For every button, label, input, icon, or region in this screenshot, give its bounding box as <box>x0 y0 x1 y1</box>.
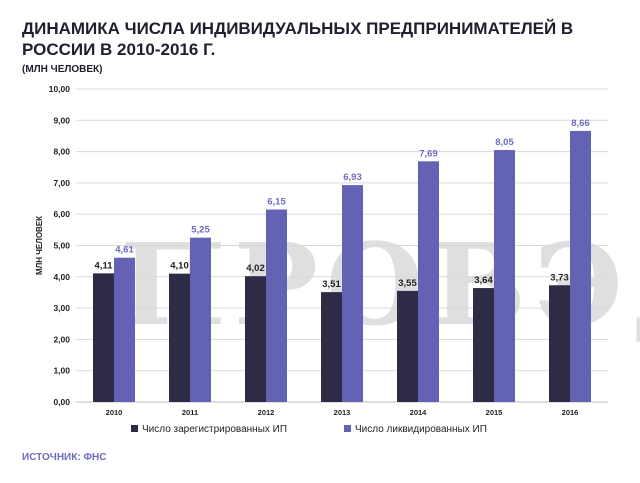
legend-label-registered: Число зарегистрированных ИП <box>142 424 287 435</box>
y-tick-label: 5,00 <box>53 241 70 251</box>
data-label-liquidated: 6,93 <box>343 172 362 183</box>
x-tick-label: 2011 <box>182 408 198 417</box>
bar-liquidated <box>342 185 363 402</box>
data-label-registered: 4,10 <box>170 261 189 272</box>
data-label-registered: 3,51 <box>322 279 341 290</box>
y-tick-label: 6,00 <box>53 209 70 219</box>
bar-registered <box>473 288 494 402</box>
legend-swatch-registered <box>131 425 138 432</box>
data-label-liquidated: 8,05 <box>495 137 514 148</box>
data-label-registered: 3,55 <box>398 278 417 289</box>
chart-title: ДИНАМИКА ЧИСЛА ИНДИВИДУАЛЬНЫХ ПРЕДПРИНИМ… <box>22 19 574 59</box>
y-tick-label: 0,00 <box>53 397 70 407</box>
bar-registered <box>549 285 570 402</box>
y-tick-label: 7,00 <box>53 178 70 188</box>
legend-swatch-liquidated <box>344 425 351 432</box>
y-tick-label: 2,00 <box>53 334 70 344</box>
x-tick-label: 2010 <box>106 408 123 417</box>
y-tick-label: 4,00 <box>53 272 70 282</box>
y-tick-label: 8,00 <box>53 147 70 157</box>
bar-registered <box>169 273 190 402</box>
x-tick-label: 2014 <box>410 408 428 417</box>
x-tick-label: 2016 <box>562 408 579 417</box>
bar-liquidated <box>418 161 439 402</box>
data-label-liquidated: 8,66 <box>571 118 590 129</box>
y-tick-label: 3,00 <box>53 303 70 313</box>
bar-liquidated <box>494 150 515 402</box>
data-label-liquidated: 5,25 <box>191 225 210 236</box>
bar-registered <box>397 290 418 402</box>
data-label-registered: 3,64 <box>474 275 493 286</box>
x-tick-label: 2012 <box>258 408 275 417</box>
bar-liquidated <box>266 209 287 402</box>
bar-liquidated <box>570 130 591 402</box>
data-label-liquidated: 4,61 <box>115 245 134 256</box>
bar-liquidated <box>190 237 211 402</box>
bar-registered <box>245 276 266 402</box>
data-label-registered: 3,73 <box>550 272 569 283</box>
y-axis-title: МЛН ЧЕЛОВЕК <box>35 216 44 275</box>
x-tick-label: 2013 <box>334 408 351 417</box>
data-label-liquidated: 7,69 <box>419 148 438 159</box>
y-tick-label: 1,00 <box>53 366 70 376</box>
bar-registered <box>93 273 114 402</box>
bar-registered <box>321 292 342 402</box>
source-note: ИСТОЧНИК: ФНС <box>22 452 107 463</box>
chart-subtitle: (МЛН ЧЕЛОВЕК) <box>22 64 103 75</box>
x-tick-label: 2015 <box>486 408 503 417</box>
bar-liquidated <box>114 257 135 402</box>
data-label-liquidated: 6,15 <box>267 197 286 208</box>
y-tick-label: 10,00 <box>49 84 71 94</box>
data-label-registered: 4,02 <box>246 263 265 274</box>
data-label-registered: 4,11 <box>95 260 114 271</box>
y-tick-label: 9,00 <box>53 115 70 125</box>
legend-label-liquidated: Число ликвидированных ИП <box>355 424 487 435</box>
